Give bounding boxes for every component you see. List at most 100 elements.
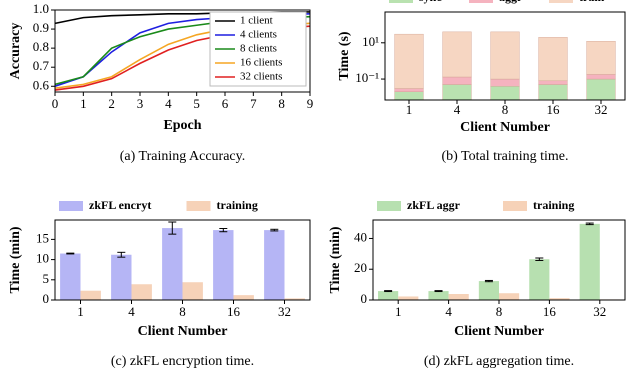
x-tick-label: 4 (445, 304, 452, 319)
bar (213, 230, 234, 300)
legend-label: sync (419, 0, 442, 4)
bar (428, 291, 449, 300)
x-tick-label: 16 (227, 304, 241, 319)
x-tick-label: 5 (193, 96, 200, 111)
bar (162, 228, 183, 300)
y-tick-label: 0 (361, 291, 368, 306)
bar-segment (490, 78, 520, 87)
error-bar (585, 222, 594, 226)
error-bar (168, 221, 177, 235)
bar-segment (442, 76, 472, 85)
x-tick-label: 6 (222, 96, 229, 111)
error-bar (535, 257, 544, 261)
bar (398, 296, 419, 300)
plot-frame (384, 11, 626, 101)
bar (529, 259, 550, 300)
x-tick-label: 16 (547, 102, 561, 117)
y-tick-label: 15 (36, 230, 49, 245)
bar-segment (394, 33, 424, 89)
x-tick-label: 1 (395, 304, 402, 319)
x-tick-label: 9 (307, 96, 314, 111)
bar (579, 223, 600, 300)
legend-label: zkFL encryt (89, 198, 151, 212)
bar (233, 295, 254, 300)
y-tick-label: 0.7 (33, 58, 50, 73)
y-axis-label: Accuracy (8, 23, 23, 80)
bar-segment (538, 84, 568, 101)
bar (111, 254, 132, 300)
bar (264, 230, 285, 300)
legend-label: 32 clients (240, 71, 282, 83)
y-axis-label: Time (min) (328, 226, 343, 293)
bar-segment (442, 84, 472, 101)
error-bar (384, 290, 393, 293)
bar (284, 298, 305, 300)
bar (549, 298, 570, 300)
bar-segment (394, 91, 424, 101)
x-tick-label: 7 (250, 96, 257, 111)
legend-label: 16 clients (240, 57, 282, 69)
x-tick-label: 0 (52, 96, 59, 111)
legend-label: aggr (499, 0, 523, 4)
y-axis-label: Time (s) (337, 31, 352, 80)
y-tick-label: 10 (36, 251, 49, 266)
bar (60, 253, 81, 300)
legend-swatch (59, 201, 83, 211)
y-tick-label: 10⁻¹ (355, 70, 379, 85)
x-axis-label: Epoch (163, 118, 201, 133)
bar-segment (586, 74, 616, 80)
legend-label: training (217, 198, 258, 212)
bar-segment (442, 31, 472, 78)
y-tick-label: 0.9 (33, 20, 49, 35)
x-tick-label: 1 (80, 96, 87, 111)
x-tick-label: 8 (179, 304, 186, 319)
error-bar (484, 279, 493, 283)
legend-label: training (533, 198, 574, 212)
bar (182, 282, 203, 300)
y-tick-label: 5 (43, 271, 50, 286)
bar-segment (490, 31, 520, 80)
caption: (d) zkFL aggregation time. (424, 354, 574, 369)
x-tick-label: 4 (454, 102, 461, 117)
bar (499, 293, 520, 300)
y-tick-label: 20 (354, 260, 367, 275)
plot-frame (372, 219, 626, 301)
error-bar (434, 290, 443, 293)
caption: (b) Total training time. (441, 149, 568, 164)
legend-swatch (469, 0, 493, 3)
plot-frame (54, 9, 311, 93)
error-bar (270, 228, 279, 232)
bar-segment (490, 86, 520, 101)
bar-segment (394, 88, 424, 92)
y-tick-label: 40 (354, 229, 367, 244)
y-tick-label: 0.6 (33, 77, 50, 92)
x-tick-label: 2 (108, 96, 115, 111)
y-tick-label: 1.0 (33, 1, 49, 16)
bar-segment (538, 37, 568, 82)
x-tick-label: 1 (77, 304, 84, 319)
caption: (c) zkFL encryption time. (111, 354, 254, 369)
bar (378, 291, 399, 300)
y-tick-label: 10¹ (362, 34, 379, 49)
legend-swatch (389, 0, 413, 3)
x-tick-label: 4 (128, 304, 135, 319)
legend-swatch (549, 0, 573, 3)
legend-swatch (377, 201, 401, 211)
plot-frame (54, 219, 311, 301)
error-bar (219, 227, 228, 233)
y-axis-label: Time (min) (8, 226, 23, 293)
x-tick-label: 8 (502, 102, 509, 117)
x-tick-label: 4 (165, 96, 172, 111)
bar (131, 284, 152, 300)
y-tick-label: 0.8 (33, 39, 49, 54)
bar-segment (586, 41, 616, 75)
x-axis-label: Client Number (454, 324, 544, 339)
legend-label: 8 clients (240, 43, 277, 55)
caption: (a) Training Accuracy. (120, 149, 245, 164)
legend-label: zkFL aggr (407, 198, 461, 212)
error-bar (66, 252, 75, 255)
x-tick-label: 16 (543, 304, 557, 319)
bar (448, 294, 469, 300)
x-tick-label: 32 (593, 304, 606, 319)
